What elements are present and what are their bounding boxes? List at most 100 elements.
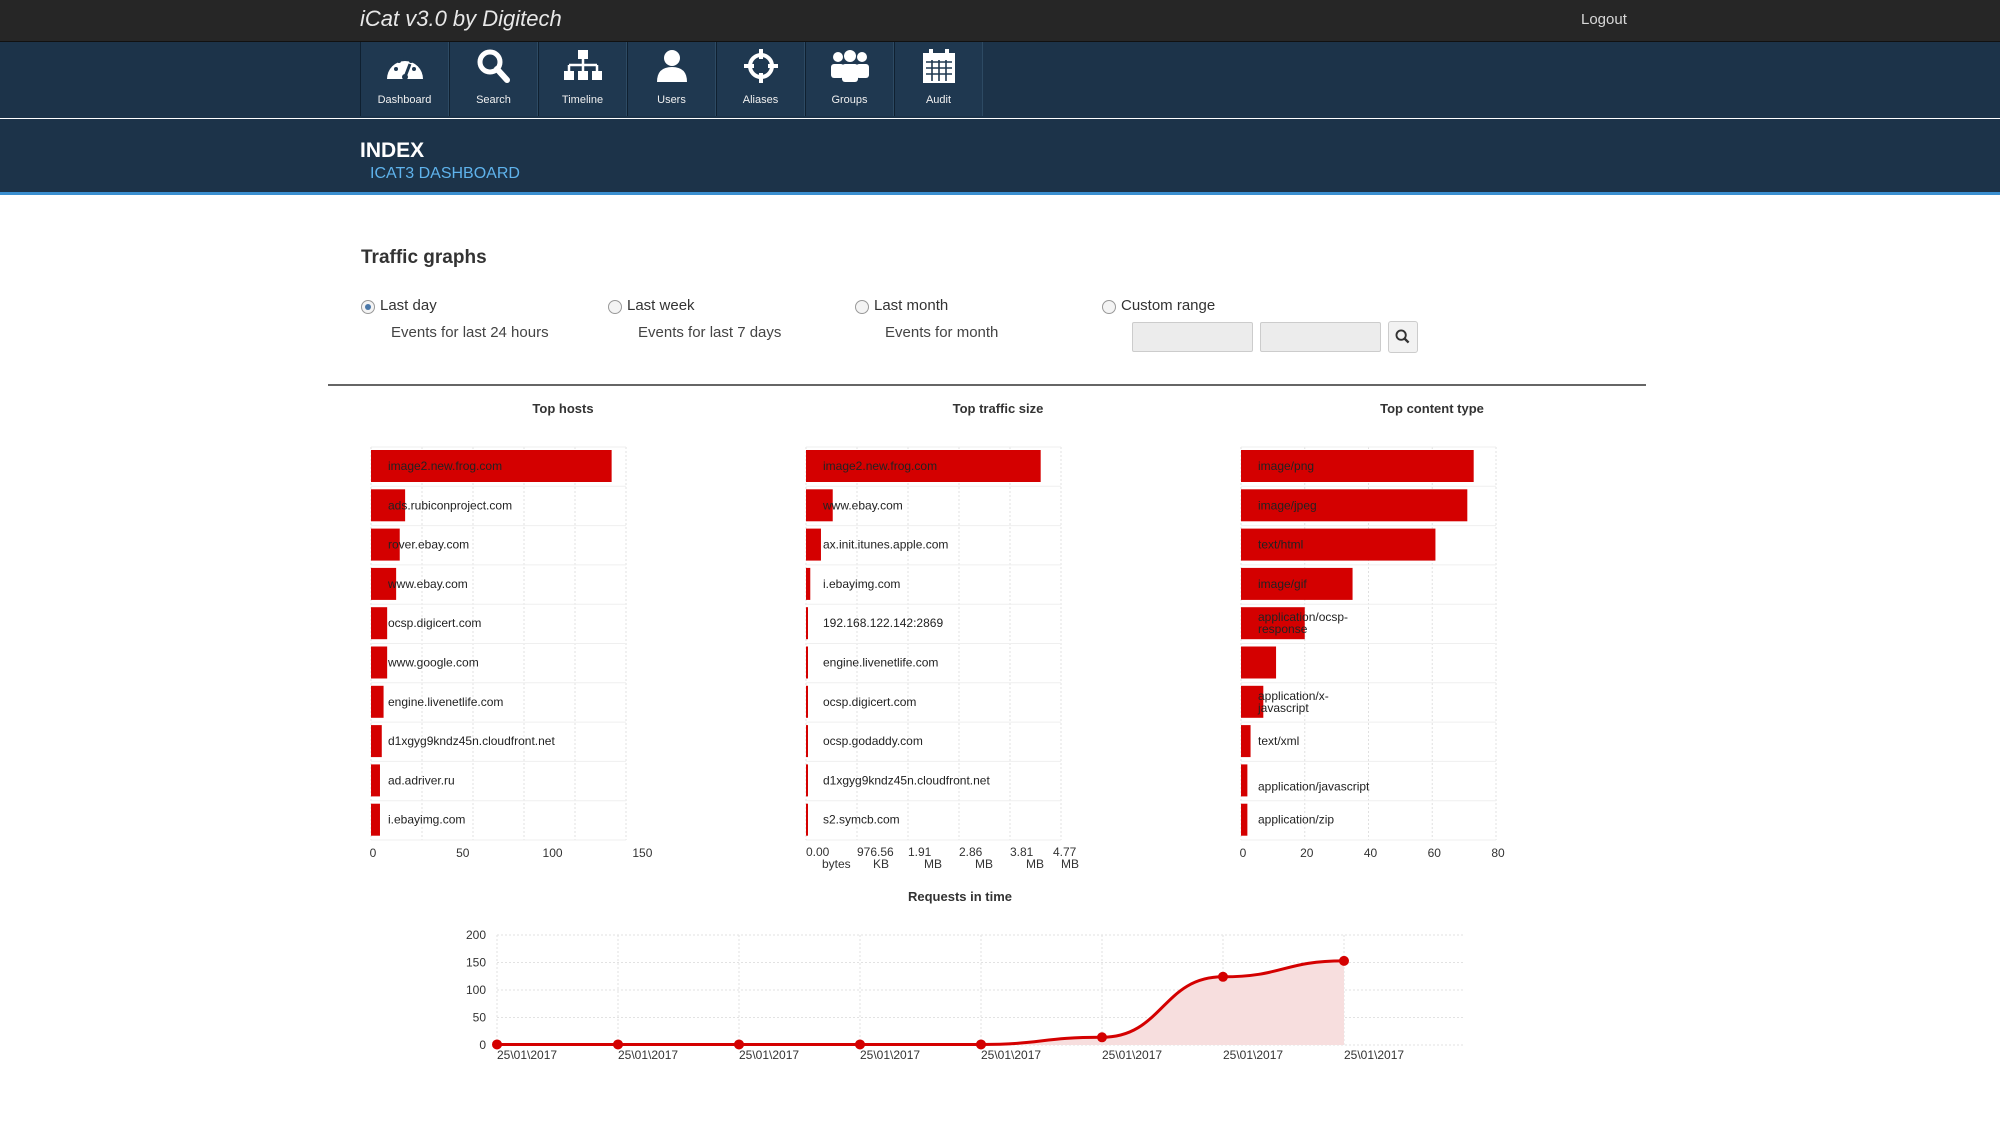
nav-audit-button[interactable]: Audit — [894, 42, 983, 116]
bar — [1241, 725, 1251, 758]
custom-range-radio[interactable] — [1102, 300, 1116, 314]
tick-label: 1.91 MB — [908, 845, 942, 871]
bar — [371, 528, 400, 561]
last-month-radio[interactable] — [855, 300, 869, 314]
dashboard-icon — [387, 56, 423, 80]
bar — [371, 567, 397, 600]
chart-title: Top content type — [1380, 401, 1484, 416]
data-point — [492, 1039, 502, 1050]
bar-label: application/ocsp-response — [1258, 610, 1348, 636]
tick-label: 50 — [456, 846, 470, 860]
bar — [806, 764, 808, 797]
bar-label: 192.168.122.142:2869 — [823, 616, 943, 630]
tick-label: 2.86 MB — [959, 845, 993, 871]
bar-label: image/jpeg — [1258, 498, 1317, 512]
bar-label: www.google.com — [387, 656, 479, 670]
tick-label: 200 — [466, 928, 486, 942]
bar — [806, 567, 811, 600]
tick-label: 25\01\2017 — [860, 1048, 920, 1062]
bar — [371, 803, 380, 836]
tick-label: 25\01\2017 — [1344, 1048, 1404, 1062]
calendar-icon — [923, 49, 955, 83]
chart-title: Top traffic size — [953, 401, 1044, 416]
series-line — [496, 959, 1345, 1046]
bar-label: application/zip — [1258, 813, 1334, 827]
sitemap-icon — [564, 50, 602, 80]
page-subtitle: ICAT3 DASHBOARD — [370, 165, 520, 182]
custom-range-end-input[interactable] — [1260, 322, 1381, 352]
search-icon — [1395, 329, 1410, 344]
bar-label: image2.new.frog.com — [823, 459, 937, 473]
data-point — [1218, 971, 1228, 982]
tick-label: 25\01\2017 — [739, 1048, 799, 1062]
nav-aliases-button[interactable]: Aliases — [716, 42, 805, 116]
data-point — [734, 1039, 744, 1050]
bar-label: ocsp.digicert.com — [823, 695, 916, 709]
custom-range-label[interactable]: Custom range — [1121, 297, 1216, 314]
bar-label: i.ebayimg.com — [823, 577, 900, 591]
bar — [806, 528, 821, 561]
bar-label: application/x-javascript — [1257, 689, 1329, 715]
bar-label: engine.livenetlife.com — [823, 656, 938, 670]
nav-groups-button[interactable]: Groups — [805, 42, 894, 116]
page-header — [0, 119, 2000, 195]
tick-label: 20 — [1300, 846, 1314, 860]
data-point — [1097, 1032, 1107, 1043]
last-week-radio[interactable] — [608, 300, 622, 314]
bar — [1241, 607, 1305, 640]
data-point — [976, 1039, 986, 1050]
nav-label: Search — [476, 94, 511, 106]
nav-label: Aliases — [742, 94, 779, 106]
last-month-description: Events for month — [885, 324, 999, 341]
bar-label: ad.adriver.ru — [388, 773, 455, 787]
custom-range-start-input[interactable] — [1132, 322, 1253, 352]
custom-range-search-button[interactable] — [1388, 321, 1418, 353]
nav-timeline-button[interactable]: Timeline — [538, 42, 627, 116]
data-point — [855, 1039, 865, 1050]
tick-label: 25\01\2017 — [1102, 1048, 1162, 1062]
tick-label: 0 — [1240, 846, 1247, 860]
nav-label: Dashboard — [377, 94, 432, 106]
nav-dashboard-button[interactable]: Dashboard — [360, 42, 449, 116]
tick-label: 4.77 MB — [1053, 845, 1079, 871]
bar-label: application/javascript — [1258, 779, 1370, 793]
last-day-radio[interactable] — [361, 300, 375, 314]
bar — [806, 725, 808, 758]
bar — [371, 764, 380, 797]
bar — [1241, 450, 1474, 482]
bar-label: s2.symcb.com — [823, 813, 900, 827]
tick-label: 25\01\2017 — [497, 1048, 557, 1062]
top-bar — [0, 0, 2000, 42]
bar-label: text/html — [1258, 538, 1303, 552]
bar — [1241, 528, 1436, 561]
logout-link[interactable]: Logout — [1581, 11, 1627, 28]
bar — [371, 725, 382, 758]
bar-label: i.ebayimg.com — [388, 813, 465, 827]
bar — [806, 489, 833, 522]
bar-label: rover.ebay.com — [388, 538, 469, 552]
bar — [1241, 646, 1277, 679]
section-title: Traffic graphs — [361, 247, 487, 268]
nav-users-button[interactable]: Users — [627, 42, 716, 116]
user-icon — [657, 50, 687, 82]
tick-label: 50 — [473, 1011, 487, 1025]
app-title: iCat v3.0 by Digitech — [360, 6, 562, 31]
last-day-description: Events for last 24 hours — [391, 324, 549, 341]
tick-label: 60 — [1428, 846, 1442, 860]
series-area — [497, 960, 1344, 1045]
last-month-label[interactable]: Last month — [874, 297, 949, 314]
last-week-label[interactable]: Last week — [627, 297, 695, 314]
tick-label: 976.56 KB — [857, 845, 894, 871]
bar-label: d1xgyg9kndz45n.cloudfront.net — [823, 773, 990, 787]
last-day-label[interactable]: Last day — [380, 297, 437, 314]
chart-title: Top hosts — [532, 401, 593, 416]
search-icon — [477, 49, 510, 83]
nav-bar — [0, 42, 2000, 118]
divider — [328, 384, 1646, 386]
bar — [371, 685, 384, 718]
tick-label: 100 — [466, 983, 486, 997]
nav-search-button[interactable]: Search — [449, 42, 538, 116]
bar — [1241, 685, 1264, 718]
bar — [806, 646, 808, 679]
